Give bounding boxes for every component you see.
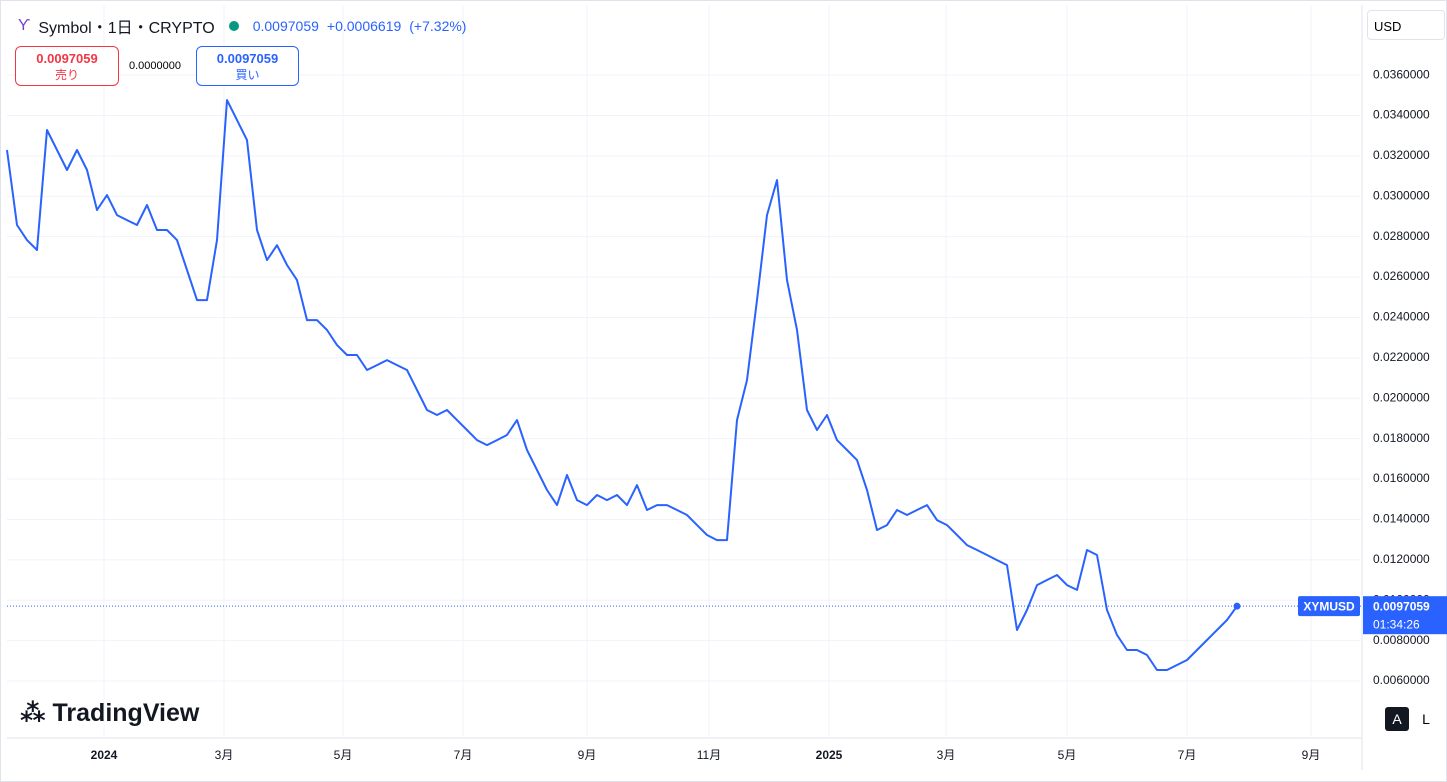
x-tick-label: 5月 — [1058, 748, 1077, 762]
currency-select[interactable]: USD — [1367, 10, 1445, 40]
y-tick-label: 0.0080000 — [1373, 633, 1430, 647]
last-price: 0.0097059 — [252, 18, 319, 34]
x-tick-label: 9月 — [578, 748, 597, 762]
auto-button[interactable]: A — [1385, 707, 1409, 731]
y-tick-label: 0.0300000 — [1373, 188, 1430, 202]
brand: ⁂ TradingView — [20, 699, 200, 727]
buy-label: 買い — [235, 68, 260, 82]
log-button[interactable]: L — [1422, 711, 1430, 727]
y-tick-label: 0.0280000 — [1373, 229, 1430, 243]
x-tick-label: 9月 — [1302, 748, 1321, 762]
symbol-tag — [1298, 596, 1360, 617]
y-tick-label: 0.0240000 — [1373, 310, 1430, 324]
y-tick-label: 0.0120000 — [1373, 552, 1430, 566]
x-tick-label: 5月 — [334, 748, 353, 762]
y-tick-label: 0.0220000 — [1373, 350, 1430, 364]
y-tick-label: 0.0360000 — [1373, 67, 1430, 81]
symbol-tag-text: XYMUSD — [1303, 599, 1355, 613]
buy-button[interactable]: 0.0097059 買い — [196, 46, 299, 86]
x-tick-label: 2025 — [816, 748, 843, 762]
x-tick-label: 3月 — [215, 748, 234, 762]
y-tick-label: 0.0340000 — [1373, 108, 1430, 122]
y-tick-label: 0.0320000 — [1373, 148, 1430, 162]
x-tick-label: 7月 — [454, 748, 473, 762]
y-tick-label: 0.0160000 — [1373, 471, 1430, 485]
price-line — [6, 99, 1238, 671]
sell-button[interactable]: 0.0097059 売り — [15, 46, 119, 86]
y-tick-label: 0.0200000 — [1373, 390, 1430, 404]
x-tick-label: 3月 — [937, 748, 956, 762]
x-tick-label: 11月 — [697, 748, 721, 762]
change: +0.0006619 — [326, 18, 402, 34]
y-tick-label: 0.0260000 — [1373, 269, 1430, 283]
header: Ƴ Symbol・1日・CRYPTO 0.0097059 +0.0006619 … — [18, 14, 466, 38]
x-tick-label: 2024 — [91, 748, 118, 762]
change-pct: (+7.32%) — [409, 18, 467, 34]
price-tag-text: 0.0097059 — [1373, 599, 1430, 613]
spread: 0.0000000 — [129, 60, 181, 72]
y-tick-label: 0.0060000 — [1373, 673, 1430, 687]
last-point — [1233, 602, 1241, 610]
sell-price: 0.0097059 — [36, 51, 98, 66]
countdown: 01:34:26 — [1373, 617, 1420, 631]
title: Symbol・1日・CRYPTO — [38, 20, 215, 37]
y-tick-label: 0.0140000 — [1373, 512, 1430, 526]
sell-label: 売り — [54, 68, 79, 82]
y-tick-label: 0.0180000 — [1373, 431, 1430, 445]
status-dot — [228, 21, 239, 31]
brand-text: TradingView — [52, 699, 200, 727]
price-tag — [1363, 596, 1447, 635]
icon: Ƴ — [18, 17, 31, 34]
buy-price: 0.0097059 — [216, 51, 279, 66]
x-tick-label: 7月 — [1178, 748, 1197, 762]
